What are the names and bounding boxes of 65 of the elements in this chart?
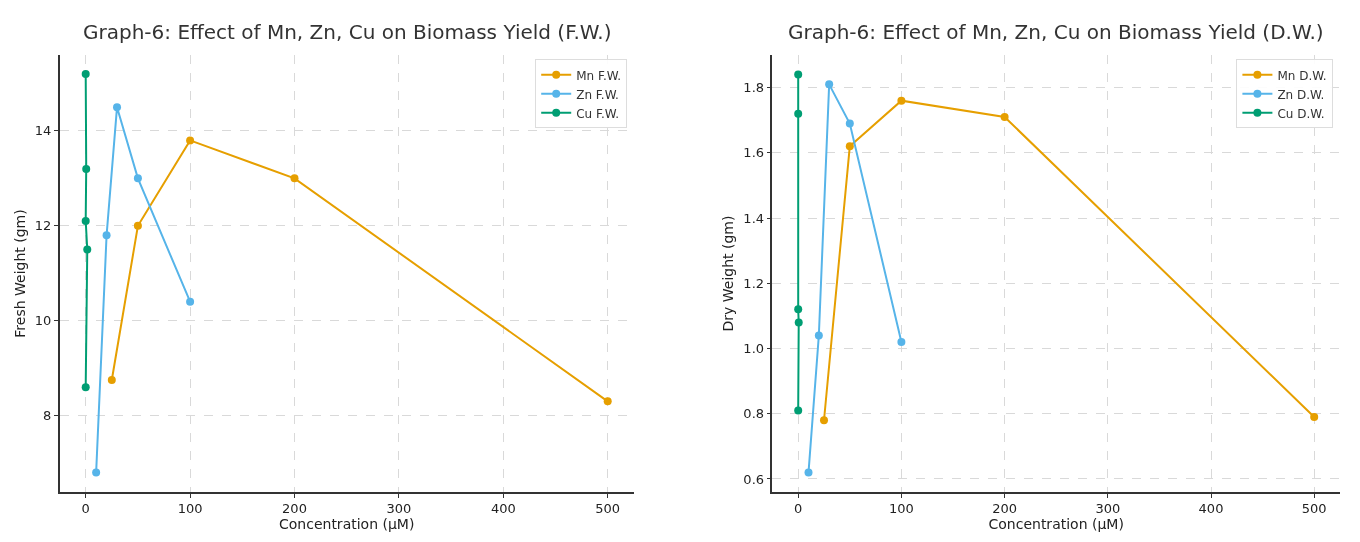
- y-axis-title: Fresh Weight (gm): [11, 209, 28, 338]
- point: [92, 468, 101, 477]
- point: [794, 70, 803, 79]
- point: [81, 383, 90, 392]
- x-tick-label: 0: [794, 501, 803, 517]
- point: [897, 96, 906, 105]
- y-tick-label: 0.8: [743, 406, 765, 422]
- point: [603, 397, 612, 406]
- y-tick-label: 12: [34, 218, 52, 234]
- point: [81, 69, 90, 78]
- point: [804, 468, 813, 477]
- x-axis-title: Concentration (µM): [279, 516, 415, 533]
- x-axis-title: Concentration (µM): [988, 516, 1124, 533]
- legend-label: Zn F.W.: [576, 87, 619, 102]
- point: [133, 221, 142, 230]
- point: [1310, 412, 1319, 421]
- point: [820, 416, 828, 425]
- y-tick-label: 14: [34, 123, 52, 139]
- point: [845, 119, 854, 128]
- x-tick-label: 0: [81, 501, 90, 517]
- point: [290, 174, 299, 183]
- x-tick-label: 300: [1095, 501, 1121, 517]
- chart-title: Graph-6: Effect of Mn, Zn, Cu on Biomass Yield (F.W.): [83, 20, 612, 44]
- y-tick-label: 0.6: [743, 471, 765, 487]
- point: [133, 174, 142, 183]
- x-tick-label: 500: [1301, 501, 1327, 517]
- y-tick-label: 1.0: [743, 341, 765, 357]
- x-tick-label: 200: [992, 501, 1018, 517]
- legend-label: Cu F.W.: [576, 106, 620, 121]
- legend-label: Mn F.W.: [576, 68, 622, 83]
- point: [186, 136, 195, 145]
- point: [794, 109, 803, 118]
- point: [107, 376, 116, 385]
- y-tick-label: 8: [42, 408, 52, 424]
- point: [825, 80, 834, 89]
- y-tick-label: 1.8: [743, 80, 765, 96]
- point: [1000, 112, 1009, 121]
- y-tick-label: 1.6: [743, 145, 765, 161]
- point: [83, 245, 92, 254]
- point: [794, 318, 803, 327]
- point: [81, 217, 90, 226]
- y-tick-label: 1.4: [743, 210, 765, 226]
- x-tick-label: 400: [490, 501, 516, 517]
- point: [897, 337, 906, 346]
- point: [814, 331, 823, 340]
- point: [113, 103, 122, 112]
- y-axis-title: Dry Weight (gm): [720, 215, 737, 332]
- x-tick-label: 300: [386, 501, 412, 517]
- y-tick-label: 10: [34, 313, 52, 329]
- legend-label: Mn D.W.: [1277, 68, 1327, 83]
- point: [102, 231, 111, 240]
- point: [82, 164, 91, 173]
- x-tick-label: 400: [1198, 501, 1224, 517]
- point: [794, 305, 803, 314]
- point: [845, 142, 854, 151]
- x-tick-label: 100: [888, 501, 914, 517]
- point: [186, 297, 195, 306]
- x-tick-label: 500: [595, 501, 621, 517]
- legend-label: Zn D.W.: [1277, 87, 1325, 102]
- x-tick-label: 100: [177, 501, 203, 517]
- chart-title: Graph-6: Effect of Mn, Zn, Cu on Biomass Yield (D.W.): [788, 20, 1324, 44]
- x-tick-label: 200: [282, 501, 307, 517]
- y-tick-label: 1.2: [743, 275, 765, 291]
- legend-label: Cu D.W.: [1277, 106, 1325, 121]
- point: [794, 406, 803, 415]
